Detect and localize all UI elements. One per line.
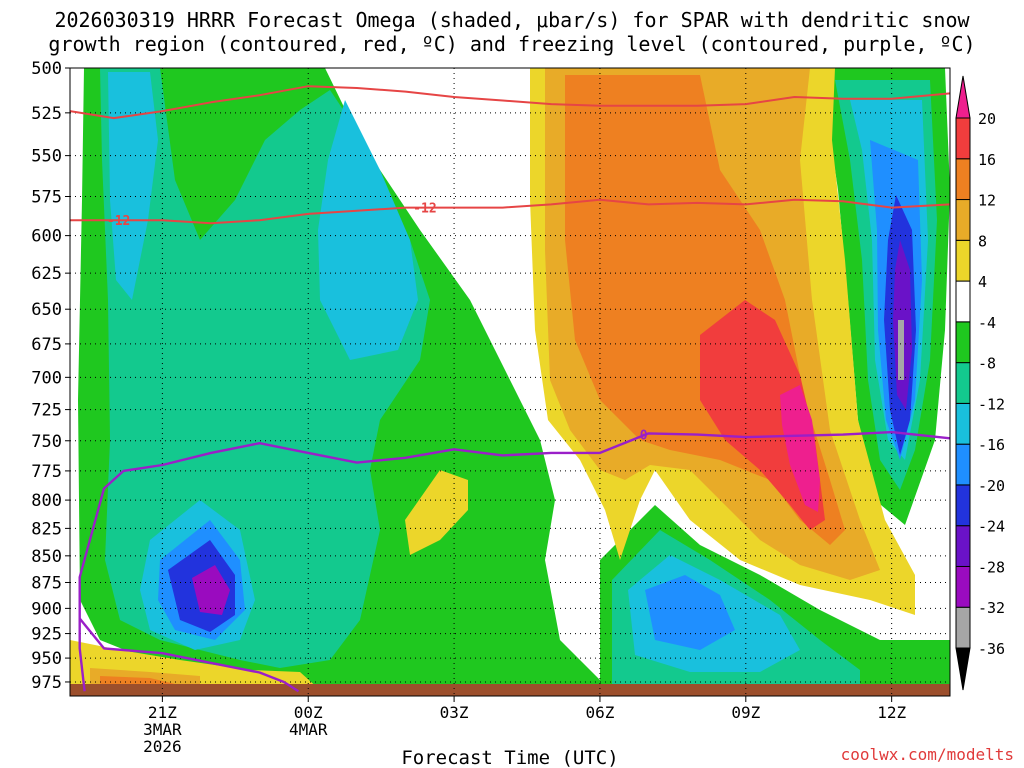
freezing-level-lower-branch [78,617,300,693]
colorbar-swatch [955,647,971,691]
colorbar-swatch [955,117,971,160]
colorbar-label: -32 [978,599,1005,617]
y-tick-label: 675 [31,335,62,355]
colorbar-label: -12 [978,395,1005,413]
chart-title-line-1: 2026030319 HRRR Forecast Omega (shaded, … [54,8,970,32]
colorbar-swatch [955,606,971,649]
y-tick-label: 700 [31,368,62,388]
colorbar-label: -8 [978,355,996,373]
isotherm-label-mid: -12 [413,202,436,217]
y-tick-label: 575 [31,187,62,207]
colorbar-label: -16 [978,436,1005,454]
isotherm-label-left: -12 [107,214,130,229]
omega-region-plus20 [780,385,820,512]
y-tick-label: 650 [31,300,62,320]
colorbar-swatch [955,158,971,201]
colorbar-swatch [955,362,971,404]
ground-surface [70,684,950,696]
y-tick-label: 500 [31,59,62,79]
y-tick-label: 725 [31,401,62,421]
y-axis: 500 525 550 575 600 625 650 675 700 725 750 775 800 8… [31,59,70,693]
x-tick-label: 12Z [877,703,906,722]
freezing-level-label: 0 [640,429,648,444]
y-tick-label: 825 [31,519,62,539]
omega-region-minus28-low [192,565,230,615]
x-tick-label: 09Z [731,703,760,722]
y-tick-label: 900 [31,599,62,619]
omega-region-minus32-r [898,320,904,380]
y-tick-label: 850 [31,547,62,567]
colorbar-label: -24 [978,518,1005,536]
colorbar-label: -28 [978,558,1005,576]
omega-region-minus16-b [645,575,735,650]
x-tick-label: 3MAR [143,720,182,739]
colorbar-swatch [955,321,971,364]
colorbar-swatch [955,443,971,486]
colorbar-swatch [955,525,971,567]
colorbar-label: 16 [978,151,996,169]
x-tick-label: 03Z [440,703,469,722]
colorbar-swatch [955,280,971,323]
freezing-level-line [78,430,950,692]
colorbar-label: 8 [978,232,987,250]
colorbar-label: -4 [978,314,996,332]
colorbar-swatch [955,484,971,527]
colorbar-label: -36 [978,640,1005,658]
omega-region-minus12-top [108,72,158,300]
colorbar-swatch [955,75,971,119]
y-tick-label: 800 [31,491,62,511]
y-tick-label: 775 [31,462,62,482]
x-tick-label: 2026 [143,737,182,756]
y-tick-label: 925 [31,625,62,645]
y-tick-label: 525 [31,104,62,124]
x-tick-label: 00Z [294,703,323,722]
colorbar-swatch [955,565,971,608]
colorbar-label: 12 [978,192,996,210]
x-tick-label: 4MAR [289,720,328,739]
y-tick-label: 875 [31,573,62,593]
x-tick-label: 21Z [148,703,177,722]
colorbar-label: -20 [978,477,1005,495]
omega-shading [70,68,950,696]
colorbar-swatch [955,239,971,282]
dendritic-isotherm-2 [70,198,950,225]
y-tick-label: 950 [31,649,62,669]
credit-text: coolwx.com/modelts [841,745,1014,764]
colorbar-label: 4 [978,273,987,291]
y-tick-label: 625 [31,264,62,284]
chart-title-line-2: growth region (contoured, red, ºC) and f… [48,32,976,56]
colorbar: -36 -32 -28 -24 -20 -16 -12 -8 -4 4 8 12 16 20 [955,75,1005,691]
omega-region-minus12-mid [318,100,418,360]
x-tick-label: 06Z [585,703,614,722]
contours: -12 -12 0 [70,85,950,693]
omega-region-plus4-small [405,470,468,555]
y-tick-label: 550 [31,147,62,167]
dendritic-isotherm-1 [70,85,950,120]
y-tick-label: 750 [31,432,62,452]
x-axis-label: Forecast Time (UTC) [401,747,618,768]
colorbar-label: 20 [978,110,996,128]
y-tick-label: 975 [31,673,62,693]
colorbar-swatch [955,402,971,445]
colorbar-swatch [955,199,971,241]
plot-frame [69,67,951,697]
y-tick-label: 600 [31,227,62,247]
